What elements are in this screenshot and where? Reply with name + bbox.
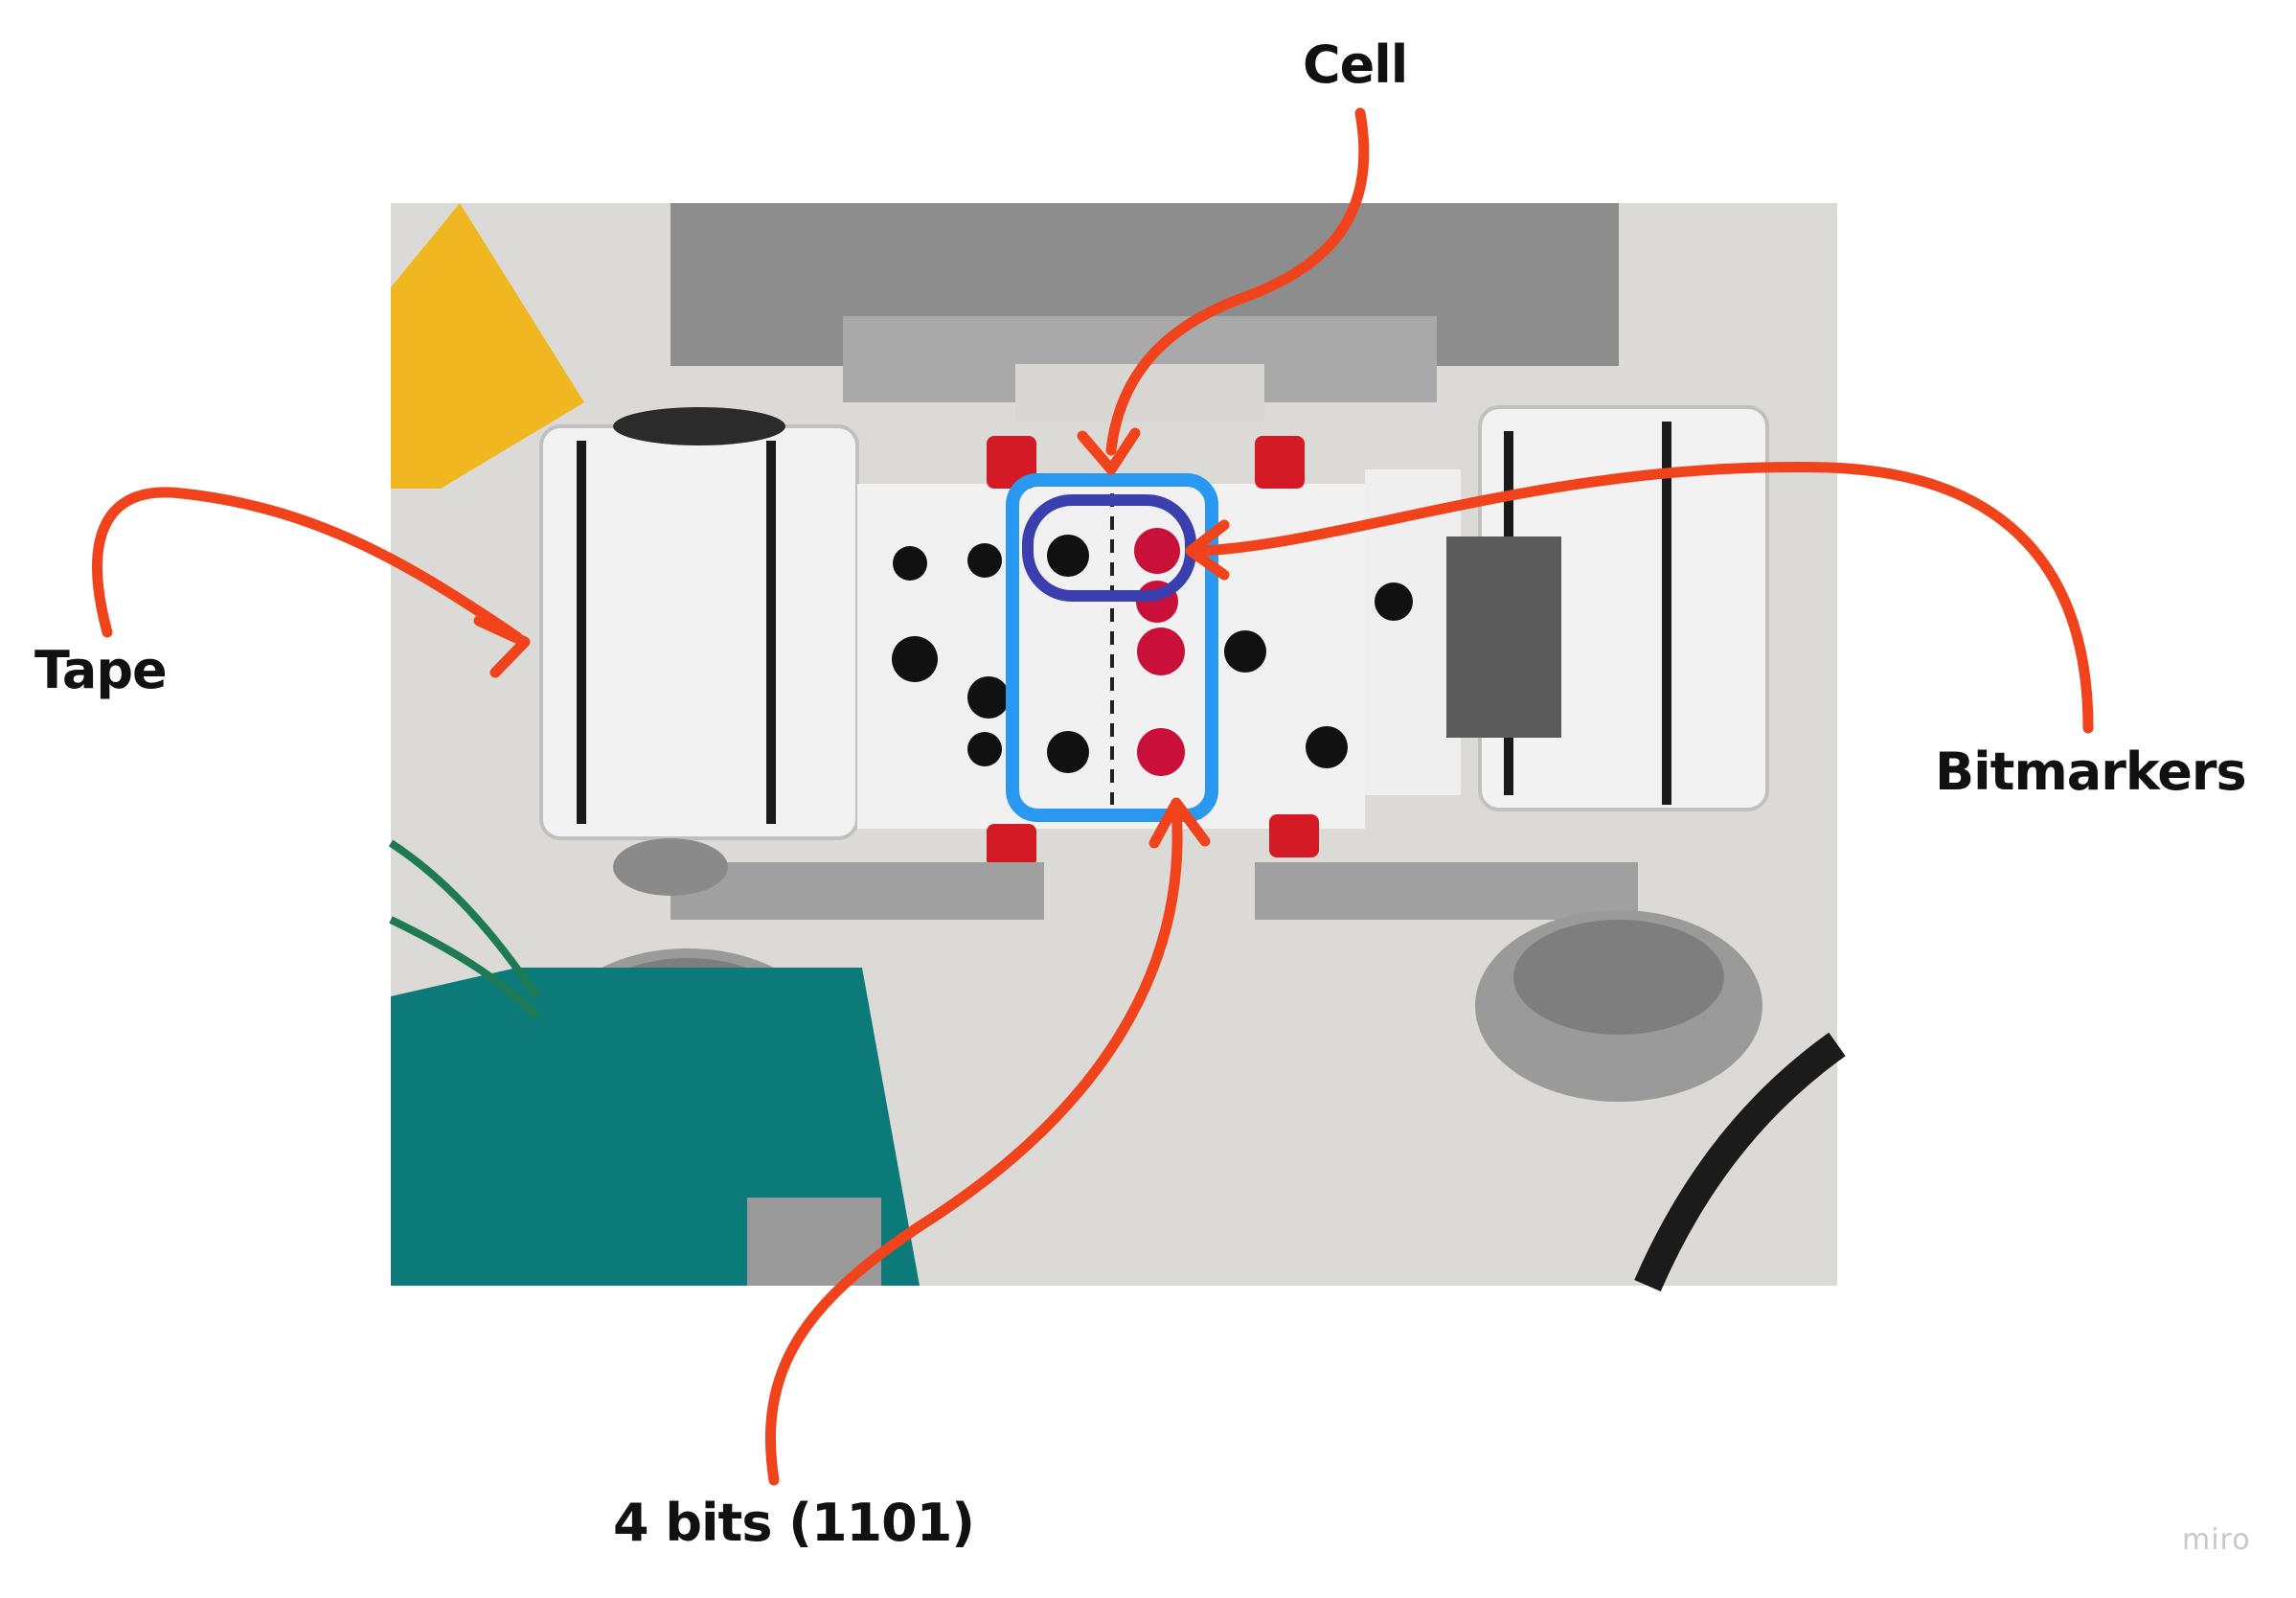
bits-label: 4 bits (1101)	[613, 1493, 974, 1553]
arrow-icon	[1191, 467, 2088, 728]
cell-highlight-box	[1012, 480, 1212, 815]
cell-label: Cell	[1303, 34, 1407, 95]
arrow-icon	[770, 803, 1205, 1480]
tape-label: Tape	[34, 640, 167, 700]
bitmarker-highlight-box	[1028, 500, 1191, 596]
bitmarkers-label: Bitmarkers	[1935, 742, 2246, 802]
arrow-icon	[1082, 113, 1364, 469]
miro-watermark: miro	[2182, 1523, 2251, 1557]
